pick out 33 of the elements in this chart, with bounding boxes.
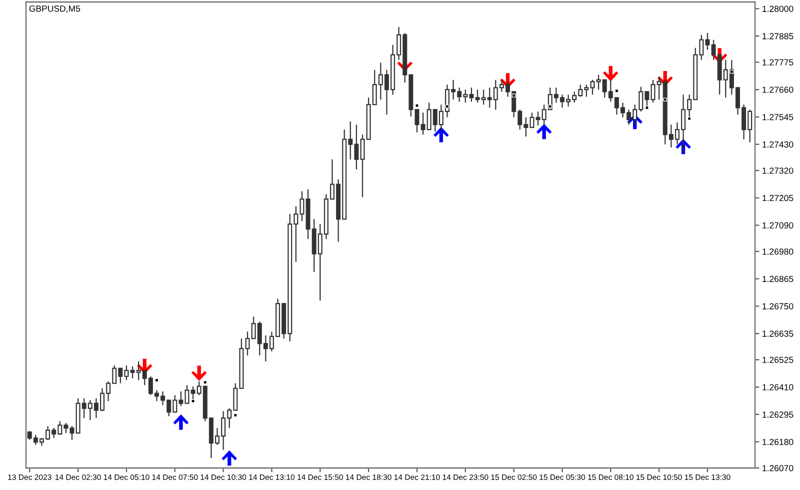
point (415, 104, 419, 108)
y-tick-label: 1.27205 (762, 194, 794, 202)
y-tick-label: 1.26635 (762, 330, 794, 337)
y-tick-label: 1.26980 (762, 248, 794, 255)
y-tick-label: 1.28000 (762, 6, 794, 12)
point (548, 104, 552, 108)
point (191, 366, 207, 381)
point (445, 104, 450, 108)
y-tick-label: 1.26180 (762, 438, 794, 446)
y-tick-label: 1.27090 (762, 222, 794, 228)
y-tick-label: 1.26295 (762, 412, 794, 418)
point (663, 98, 667, 102)
y-tick-label: 1.27430 (762, 141, 794, 148)
point (730, 70, 734, 74)
y-tick-label: 1.26410 (762, 384, 794, 390)
point (512, 94, 516, 98)
point (434, 126, 449, 142)
point (645, 106, 649, 110)
chart-title: GBPUSD,M5 (29, 5, 80, 13)
point (191, 399, 195, 403)
point (536, 124, 552, 140)
y-tick-label: 1.26525 (762, 356, 794, 363)
y-tick-label: 1.27660 (762, 86, 794, 93)
y-tick-label: 1.26070 (762, 465, 794, 472)
y-tick-label: 1.26865 (762, 276, 794, 282)
y-tick-label: 1.27545 (762, 114, 794, 120)
point (173, 414, 189, 430)
point (222, 450, 237, 466)
y-tick-label: 1.27885 (762, 33, 794, 40)
y-tick-label: 1.27320 (762, 168, 794, 174)
point (603, 66, 618, 82)
y-tick-label: 1.27775 (762, 59, 794, 66)
y-tick-label: 1.26750 (762, 303, 794, 310)
